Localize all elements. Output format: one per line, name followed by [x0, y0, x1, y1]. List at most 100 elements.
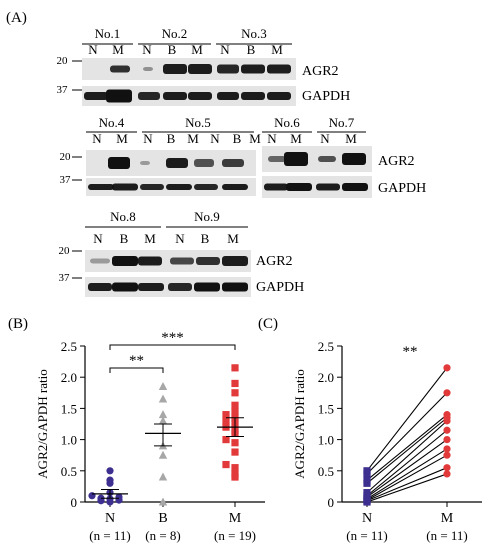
- band: [110, 65, 130, 73]
- band-label-agr2: AGR2: [302, 64, 339, 79]
- lane-label: M: [116, 131, 128, 146]
- group-label: No.8: [110, 209, 136, 224]
- lane-label: B: [201, 231, 210, 246]
- lane-label: M: [271, 42, 283, 57]
- data-point-n: [363, 467, 371, 475]
- data-point-m: [443, 464, 451, 472]
- pair-line: [366, 454, 448, 501]
- chart-b-ylabel: AGR2/GAPDH ratio: [35, 369, 50, 478]
- band: [342, 153, 366, 165]
- band: [318, 156, 336, 162]
- band: [138, 283, 164, 291]
- data-point-m: [443, 364, 451, 372]
- band: [188, 92, 212, 100]
- chart-b-xtick-label: M: [229, 511, 242, 526]
- band: [217, 64, 239, 74]
- chart-b-xtick-label: N: [105, 511, 115, 526]
- band: [267, 64, 291, 74]
- marker-20: 20: [59, 245, 71, 257]
- band: [88, 184, 114, 190]
- band: [342, 183, 368, 191]
- marker-20: 20: [57, 55, 69, 67]
- band: [194, 159, 214, 167]
- group-label: No.6: [274, 115, 300, 130]
- significance-bracket: [109, 344, 236, 350]
- band: [108, 157, 130, 169]
- data-point: [231, 470, 239, 478]
- lane-label: B: [167, 131, 176, 146]
- data-point: [222, 460, 230, 469]
- band: [84, 92, 108, 100]
- band-label-gapdh: GAPDH: [378, 181, 426, 196]
- lane-label: M: [112, 42, 124, 57]
- band-label-gapdh: GAPDH: [256, 280, 304, 295]
- band: [222, 184, 248, 190]
- blot-agr2-row3: [85, 250, 251, 272]
- data-point-m: [443, 445, 451, 453]
- data-point-m: [443, 470, 451, 478]
- data-point: [158, 382, 168, 391]
- group-label: No.2: [162, 26, 188, 41]
- chart-b-ytick-label: 1.5: [61, 401, 77, 416]
- band: [194, 184, 218, 190]
- lane-label: B: [247, 42, 256, 57]
- band: [194, 282, 220, 292]
- band: [222, 159, 244, 167]
- chart-b-ytick-label: 2.5: [61, 339, 77, 354]
- band: [286, 183, 312, 191]
- data-point-m: [443, 436, 451, 444]
- band: [268, 156, 286, 162]
- chart-b-count-label: (n = 19): [214, 528, 256, 543]
- band: [316, 183, 340, 191]
- band: [112, 183, 138, 191]
- significance-label: ***: [161, 330, 184, 346]
- lane-label: N: [143, 131, 153, 146]
- pair-line: [366, 448, 448, 500]
- data-point: [106, 495, 114, 503]
- chart-c-xtick-label: N: [362, 511, 372, 526]
- panel-a-label: (A): [6, 10, 27, 26]
- pair-line: [366, 467, 448, 502]
- band: [188, 64, 212, 74]
- lane-label: B: [120, 231, 129, 246]
- pair-line: [366, 392, 448, 475]
- group-label: No.1: [95, 26, 121, 41]
- chart-c-ytick-label: 2.0: [318, 370, 334, 385]
- data-point: [231, 407, 239, 416]
- pair-line: [366, 429, 448, 497]
- data-point: [106, 467, 114, 475]
- data-point-m: [443, 389, 451, 397]
- chart-c-ytick-label: 0.5: [318, 464, 334, 479]
- panel-c-label: (C): [258, 316, 278, 332]
- significance-label: **: [129, 353, 144, 369]
- lane-label: N: [175, 231, 185, 246]
- band: [284, 152, 308, 166]
- band: [138, 92, 160, 100]
- lane-label: M: [191, 42, 203, 57]
- lane-label: N: [88, 42, 98, 57]
- marker-37: 37: [60, 174, 72, 186]
- data-point: [158, 416, 168, 425]
- lane-label: N: [210, 131, 220, 146]
- western-blots: No.1 No.2 No.3No.4 No.5 No.6 No.7No.8 No.9N M N B…: [57, 26, 426, 297]
- band: [138, 256, 162, 266]
- data-point: [158, 410, 168, 419]
- band: [267, 92, 291, 100]
- band: [168, 283, 192, 291]
- band: [166, 158, 188, 168]
- band: [166, 184, 192, 190]
- chart-b-ytick-label: 1.0: [61, 433, 77, 448]
- chart-c: 0 0.5 1.0 1.5 2.0 2.5 N (n = 11) M (n = 11) AGR2/G…: [292, 339, 482, 543]
- chart-b-count-label: (n = 11): [89, 528, 131, 543]
- data-point: [222, 436, 230, 444]
- significance-bracket: [109, 367, 164, 373]
- band: [163, 64, 187, 74]
- chart-c-ytick-label: 1.0: [318, 433, 334, 448]
- band: [112, 282, 138, 292]
- lane-label: N: [142, 42, 152, 57]
- chart-b-ytick-label: 0: [71, 495, 78, 510]
- data-point: [231, 389, 239, 397]
- lane-label: N: [93, 231, 103, 246]
- band: [140, 184, 164, 190]
- band: [90, 258, 110, 264]
